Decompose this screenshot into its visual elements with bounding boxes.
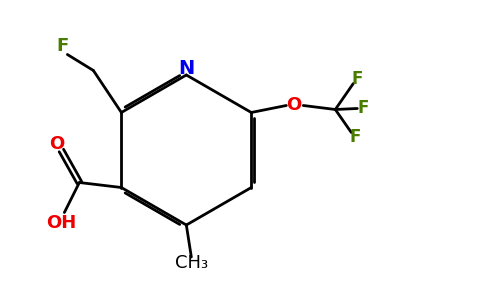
Text: CH₃: CH₃ — [175, 254, 208, 272]
Text: F: F — [56, 38, 69, 56]
Text: O: O — [286, 97, 301, 115]
Text: N: N — [178, 59, 195, 79]
Text: O: O — [49, 134, 64, 152]
Text: F: F — [358, 100, 369, 118]
Text: F: F — [349, 128, 361, 146]
Text: F: F — [351, 70, 363, 88]
Text: OH: OH — [46, 214, 76, 232]
